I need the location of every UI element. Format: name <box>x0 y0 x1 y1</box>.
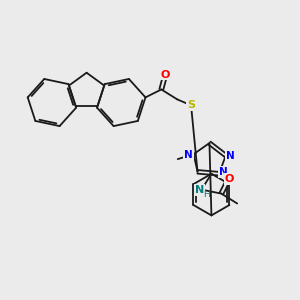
Text: S: S <box>187 100 195 110</box>
Text: O: O <box>225 174 234 184</box>
Text: O: O <box>160 70 170 80</box>
Text: N: N <box>226 151 235 160</box>
Text: H: H <box>203 190 210 199</box>
Text: N: N <box>219 167 227 177</box>
Text: N: N <box>195 184 204 195</box>
Text: N: N <box>184 150 193 160</box>
